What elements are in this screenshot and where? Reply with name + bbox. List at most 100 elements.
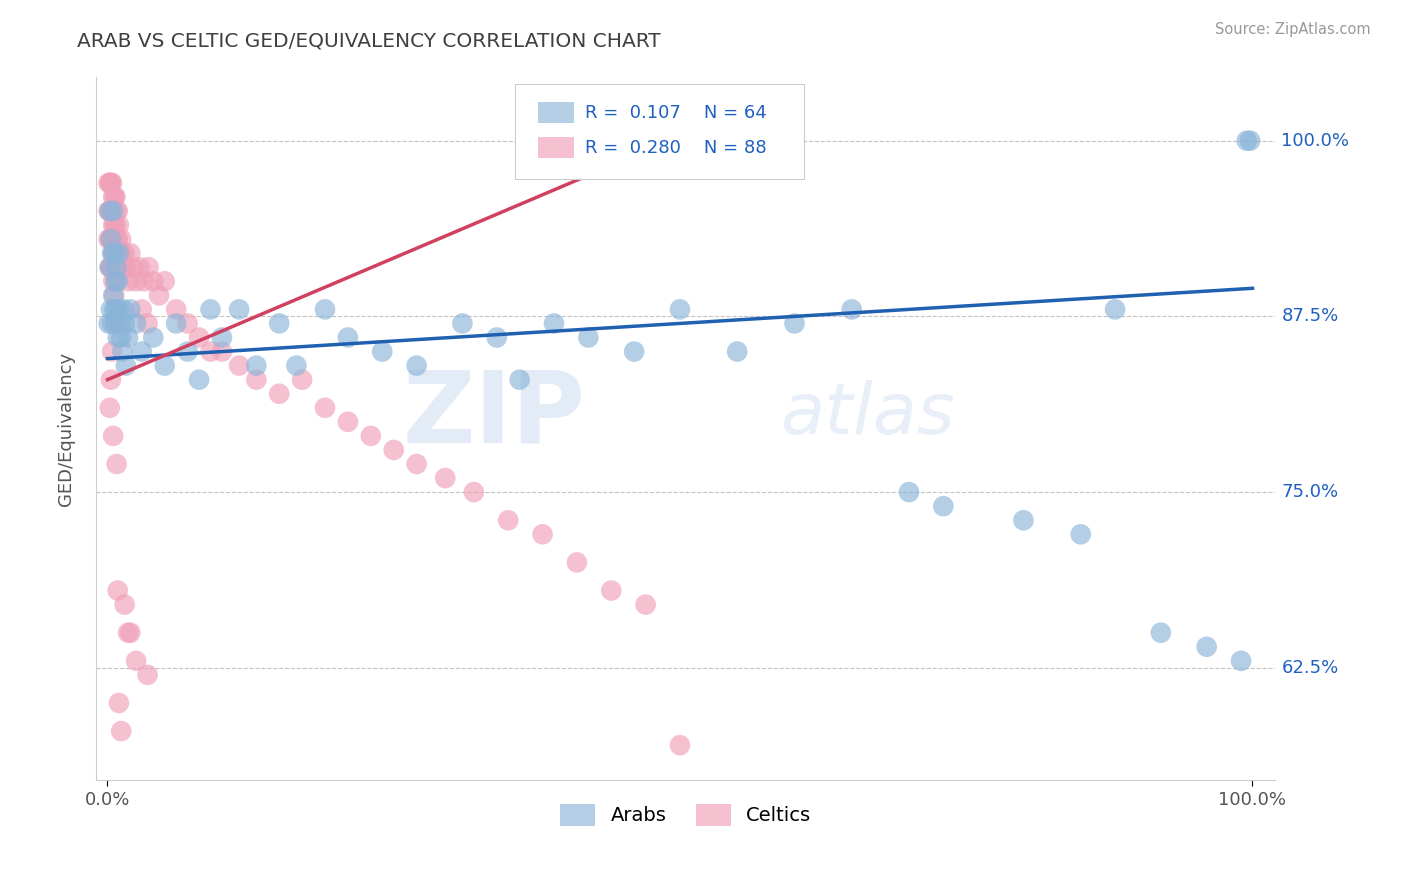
Point [101,260,124,275]
Bar [538,137,574,158]
Point [112,260,135,275]
Point [101,176,124,190]
Point [125,317,148,331]
Text: 62.5%: 62.5% [1281,659,1339,677]
Point [269,317,291,331]
Point [114,260,136,275]
Point [98,401,121,415]
Point [1236,134,1258,148]
Point [669,302,692,317]
Point [165,317,187,331]
Point [120,625,142,640]
Point [336,415,359,429]
Point [100,232,122,246]
Point [110,330,132,344]
Point [97,317,120,331]
Point [103,302,125,317]
Bar [538,102,574,123]
Point [314,401,336,415]
Point [100,373,122,387]
Point [1150,625,1173,640]
Text: atlas: atlas [780,380,955,450]
Point [128,260,150,275]
Point [110,724,132,739]
Point [117,274,139,288]
Point [1104,302,1126,317]
Y-axis label: GED/Equivalency: GED/Equivalency [58,351,75,506]
Point [98,204,121,219]
Point [111,344,134,359]
Point [117,625,139,640]
Text: R =  0.280    N = 88: R = 0.280 N = 88 [585,139,768,157]
Point [176,344,198,359]
Point [1070,527,1092,541]
Text: R =  0.107    N = 64: R = 0.107 N = 64 [585,103,768,121]
Point [245,373,267,387]
Point [120,246,142,260]
Point [153,274,176,288]
Point [136,668,159,682]
Point [104,246,127,260]
Point [600,583,623,598]
Point [932,499,955,513]
Point [104,274,127,288]
Point [245,359,267,373]
Point [120,302,142,317]
Point [783,317,806,331]
Point [125,654,148,668]
Point [211,330,233,344]
Point [576,330,599,344]
Point [136,317,159,331]
Point [98,260,121,275]
Point [108,246,131,260]
Point [114,598,136,612]
Point [451,317,474,331]
Point [107,274,129,288]
Point [97,204,120,219]
Point [101,232,124,246]
Point [98,232,121,246]
Point [228,302,250,317]
Point [108,260,131,275]
Point [371,344,394,359]
Point [669,738,692,752]
Point [543,317,565,331]
Point [314,302,336,317]
Point [153,359,176,373]
Point [623,344,645,359]
Point [103,218,125,232]
Point [104,218,127,232]
Point [188,330,211,344]
Point [98,176,121,190]
Point [565,556,588,570]
Point [114,317,136,331]
Point [108,302,131,317]
Point [142,330,165,344]
Point [108,696,131,710]
Point [105,260,128,275]
Point [103,274,125,288]
Point [111,246,134,260]
Point [188,373,211,387]
Point [98,260,121,275]
Point [101,204,124,219]
Point [725,344,748,359]
Point [121,260,143,275]
Point [101,246,124,260]
Point [336,330,359,344]
Point [110,232,132,246]
Point [463,485,485,500]
Point [897,485,920,500]
Point [107,583,129,598]
Point [112,302,135,317]
Point [104,274,127,288]
Point [1195,640,1218,654]
Point [117,330,139,344]
Point [108,317,131,331]
Point [200,302,222,317]
FancyBboxPatch shape [515,85,804,179]
Point [841,302,863,317]
Point [100,204,122,219]
Point [1230,654,1253,668]
Point [142,274,165,288]
